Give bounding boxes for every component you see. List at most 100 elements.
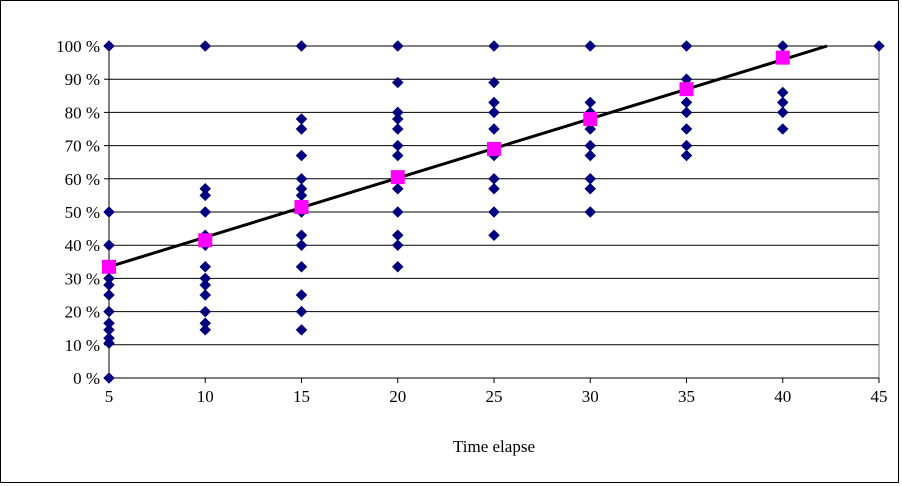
square-point [294,200,309,215]
diamond-point [391,76,404,89]
diamond-point [391,229,404,242]
y-tick-label: 0 % [73,369,100,388]
diamond-point [391,260,404,273]
diamond-point [295,149,308,162]
trendline-group [108,44,828,269]
diamond-point [103,272,115,285]
x-tick-label: 25 [486,387,503,406]
diamond-point [199,279,212,291]
x-tick-label: 20 [389,387,406,406]
square-point [583,112,598,127]
diamond-point [199,182,212,195]
diamond-point [488,123,500,135]
diamond-point [103,239,115,252]
diamond-point [391,123,404,135]
diamond-point [391,182,404,195]
square-point [487,141,501,156]
diamond-point [680,139,693,152]
y-tick-label: 30 % [65,269,100,288]
diamond-point [391,206,404,218]
diamond-point [584,182,597,195]
diamond-point [680,40,693,52]
diamond-point [680,106,693,119]
diamond-point [776,106,789,119]
diamond-point [295,229,308,242]
diamond-point [680,149,693,162]
diamond-point [199,206,212,218]
diamond-point [199,317,212,330]
data-points [102,40,885,384]
x-axis-tick-labels: 5 10 15 20 25 30 35 40 45 [105,387,888,406]
diamond-point [584,206,597,218]
diamond-point [488,229,500,242]
diamond-point [584,172,597,185]
diamond-point [295,172,308,185]
diamond-point [488,40,500,52]
x-tick-label: 45 [871,387,888,406]
diamond-point [199,289,212,301]
diamond-point [103,372,115,384]
y-tick-label: 50 % [65,203,100,222]
diamond-point [584,40,597,52]
y-tick-label: 70 % [65,137,100,156]
diamond-point [584,149,597,162]
x-tick-label: 10 [197,387,214,406]
diamond-point [873,40,885,52]
diamond-point [199,324,212,336]
diamond-point [199,189,212,202]
y-tick-label: 40 % [65,236,100,255]
diamond-point [584,96,597,109]
diamond-point [103,305,115,318]
x-axis-title: Time elapse [453,437,535,456]
y-tick-label: 10 % [65,336,100,355]
diamond-point [103,279,115,291]
diamond-point [391,239,404,252]
diamond-point [488,106,500,119]
diamond-point [776,96,789,109]
diamond-point [680,96,693,109]
diamond-point [103,324,115,336]
x-tick-label: 40 [774,387,791,406]
square-point [102,259,116,274]
diamond-point [391,40,404,52]
diamond-point [680,123,693,135]
y-axis-tick-labels: 0 % 10 % 20 % 30 % 40 % 50 % 60 % 70 % 80 % 90 % 1… [56,37,100,388]
diamond-point [199,305,212,318]
square-point [775,50,790,65]
y-tick-label: 90 % [65,70,100,89]
square-point [679,82,694,97]
trendline [108,44,828,269]
diamond-point [391,149,404,162]
y-tick-label: 80 % [65,103,100,122]
diamond-point [776,123,789,135]
diamond-point [488,96,500,109]
diamond-point [488,76,500,89]
diamond-point [295,324,308,336]
diamond-point [295,113,308,125]
x-tick-label: 5 [105,387,114,406]
y-tick-label: 60 % [65,170,100,189]
diamond-point [776,86,789,99]
square-point [390,170,405,185]
diamond-point [391,113,404,125]
diamond-point [488,182,500,195]
diamond-point [391,139,404,152]
diamond-point [199,272,212,285]
diamond-point [103,206,115,218]
y-tick-label: 20 % [65,303,100,322]
diamond-point [199,40,212,52]
diamond-point [584,139,597,152]
diamond-point [295,123,308,135]
diamond-point [199,260,212,273]
diamond-point [391,106,404,119]
diamond-point [776,40,789,52]
diamond-point [295,40,308,52]
x-tick-label: 15 [293,387,310,406]
square-point [198,233,213,248]
diamond-point [488,172,500,185]
diamond-point [488,206,500,218]
diamond-point [295,182,308,195]
diamond-point [295,289,308,301]
